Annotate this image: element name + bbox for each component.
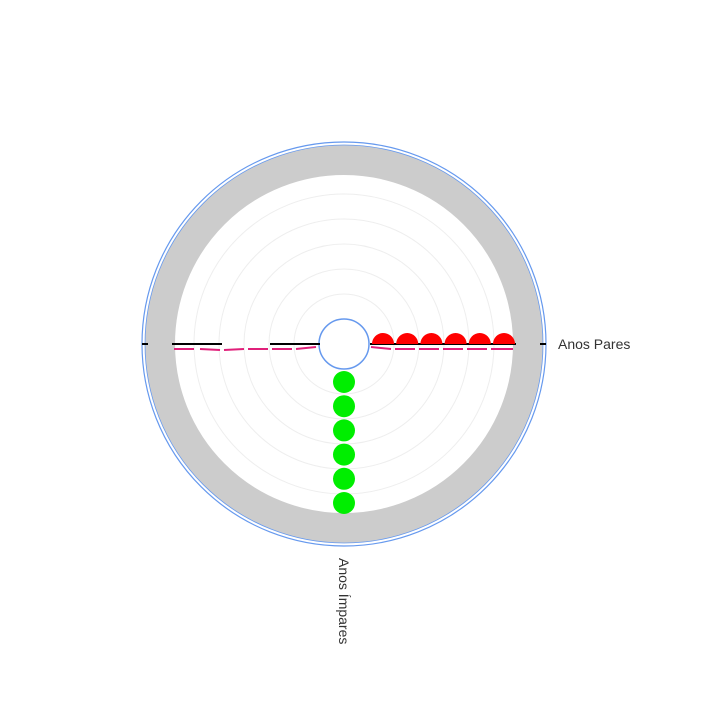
dash-segment bbox=[223, 348, 245, 351]
pares-marker bbox=[468, 333, 491, 344]
pares-marker bbox=[493, 333, 515, 344]
dash-segment bbox=[370, 346, 392, 350]
pares-marker bbox=[396, 333, 419, 344]
impares-marker bbox=[333, 371, 355, 393]
impares-marker bbox=[333, 419, 355, 442]
axis-label-pares: Anos Pares bbox=[558, 336, 630, 352]
impares-marker bbox=[333, 492, 355, 514]
axis-lines bbox=[142, 343, 546, 351]
axis-label-impares: Anos Ímpares bbox=[336, 558, 352, 644]
pares-marker bbox=[420, 333, 443, 344]
outer-band bbox=[145, 145, 543, 543]
center-hub bbox=[318, 318, 370, 370]
data-markers bbox=[333, 333, 515, 514]
impares-marker bbox=[333, 443, 355, 466]
dash-segment bbox=[199, 348, 221, 351]
dash-segment bbox=[295, 346, 317, 350]
impares-marker bbox=[333, 467, 355, 490]
pares-marker bbox=[372, 333, 394, 344]
pares-marker bbox=[444, 333, 467, 344]
impares-marker bbox=[333, 395, 355, 418]
